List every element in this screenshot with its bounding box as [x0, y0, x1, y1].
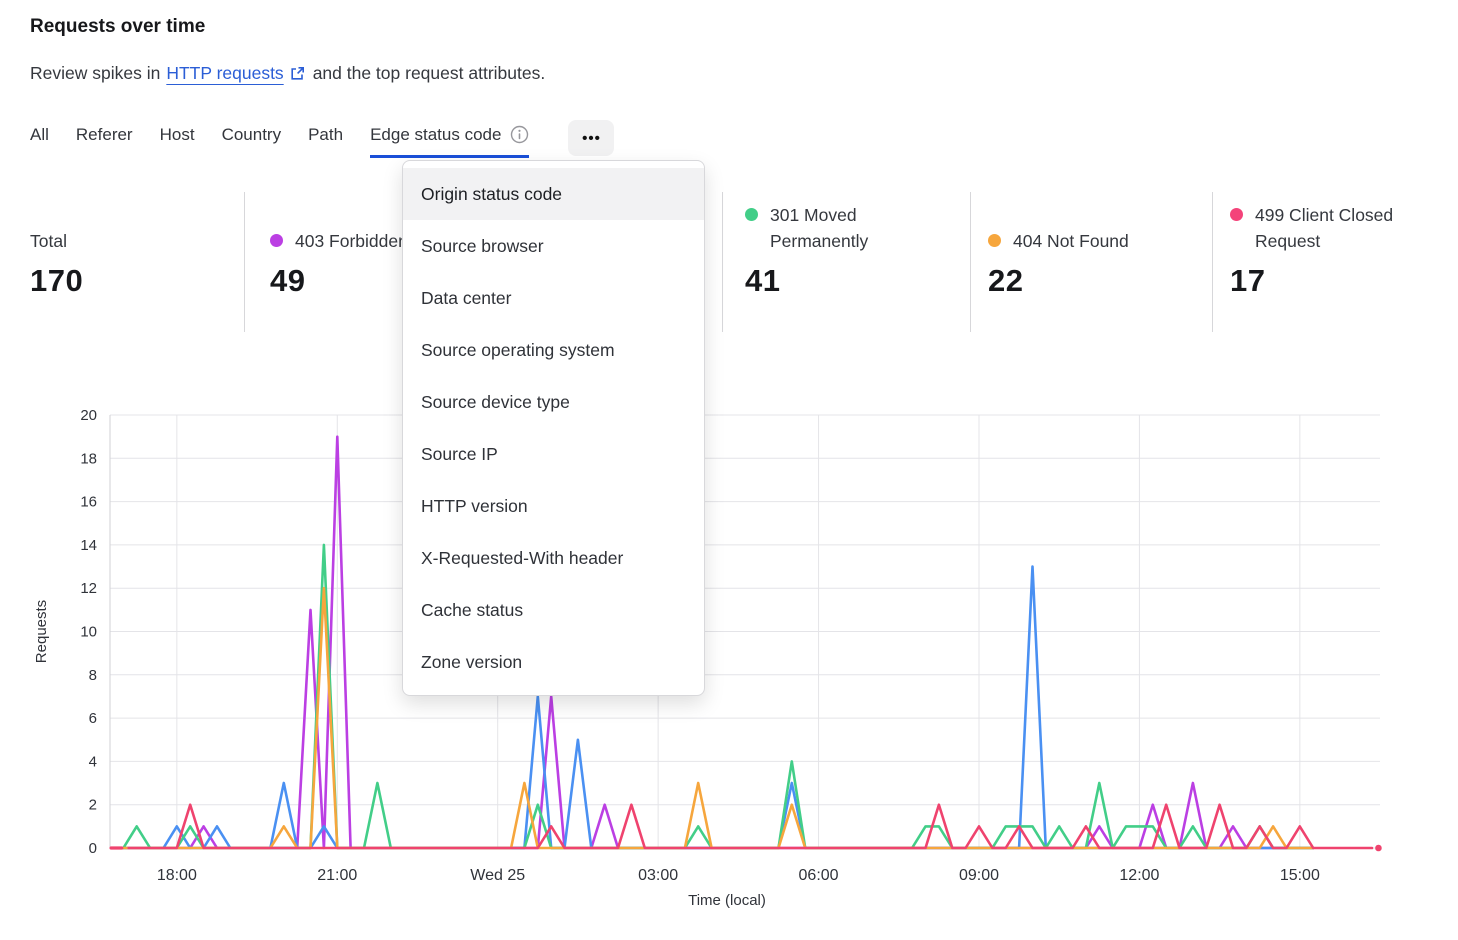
legend-dot-404 [988, 234, 1001, 247]
svg-text:18: 18 [80, 450, 97, 467]
svg-text:2: 2 [89, 797, 97, 814]
stat-divider [722, 192, 723, 332]
stat-301-moved-permanently: 301 Moved Permanently 41 [745, 196, 902, 299]
menu-item-cache-status[interactable]: Cache status [421, 599, 524, 620]
attribute-dropdown-menu: Origin status code Source browser Data c… [402, 160, 705, 696]
svg-text:06:00: 06:00 [799, 867, 839, 884]
page-title: Requests over time [30, 16, 206, 37]
svg-text:Requests: Requests [33, 600, 50, 663]
info-icon[interactable] [510, 125, 529, 144]
stat-403-value: 49 [270, 263, 306, 298]
stat-403-forbidden: 403 Forbidden 49 [270, 196, 408, 299]
stat-divider [1212, 192, 1213, 332]
stat-divider [970, 192, 971, 332]
stat-total-value: 170 [30, 263, 84, 298]
svg-text:16: 16 [80, 494, 97, 511]
subtitle-prefix: Review spikes in [30, 63, 161, 83]
tab-edge-status-code[interactable]: Edge status code [370, 125, 530, 158]
tab-path[interactable]: Path [308, 124, 344, 144]
menu-item-http-version[interactable]: HTTP version [421, 495, 528, 516]
tab-all[interactable]: All [30, 124, 49, 144]
legend-dot-499 [1230, 208, 1243, 221]
svg-text:21:00: 21:00 [317, 867, 357, 884]
svg-text:Wed 25: Wed 25 [470, 867, 525, 884]
svg-text:14: 14 [80, 537, 97, 554]
svg-text:Time (local): Time (local) [688, 892, 766, 909]
svg-text:18:00: 18:00 [157, 867, 197, 884]
legend-dot-301 [745, 208, 758, 221]
attribute-tabs: All Referer Host Country Path Edge statu… [30, 120, 615, 162]
svg-text:12: 12 [80, 580, 97, 597]
svg-text:4: 4 [89, 753, 97, 770]
tab-referer[interactable]: Referer [75, 124, 133, 144]
stat-301-label: 301 Moved Permanently [770, 205, 869, 251]
http-requests-link[interactable]: HTTP requests [166, 63, 284, 83]
stat-404-label: 404 Not Found [1013, 231, 1129, 251]
ellipsis-icon: ••• [582, 129, 601, 147]
stat-divider [244, 192, 245, 332]
svg-text:15:00: 15:00 [1280, 867, 1320, 884]
menu-item-x-requested-with-header[interactable]: X-Requested-With header [421, 547, 624, 568]
menu-item-source-browser[interactable]: Source browser [421, 235, 544, 256]
stat-404-not-found: 404 Not Found 22 [988, 196, 1129, 299]
svg-text:09:00: 09:00 [959, 867, 999, 884]
svg-text:8: 8 [89, 667, 97, 684]
stat-404-value: 22 [988, 263, 1024, 298]
menu-item-source-operating-system[interactable]: Source operating system [421, 339, 615, 360]
stat-499-value: 17 [1230, 263, 1266, 298]
menu-item-zone-version[interactable]: Zone version [421, 651, 523, 672]
svg-text:6: 6 [89, 710, 97, 727]
stat-499-label: 499 Client Closed Request [1255, 205, 1394, 251]
stat-499-client-closed: 499 Client Closed Request 17 [1230, 196, 1395, 299]
menu-item-origin-status-code[interactable]: Origin status code [403, 168, 704, 220]
svg-text:10: 10 [80, 624, 97, 641]
legend-dot-403 [270, 234, 283, 247]
stat-total: Total 170 [30, 196, 83, 299]
stat-403-label: 403 Forbidden [295, 231, 408, 251]
more-tabs-button[interactable]: ••• [568, 120, 615, 156]
external-link-icon [291, 67, 304, 80]
svg-text:12:00: 12:00 [1119, 867, 1159, 884]
menu-item-source-device-type[interactable]: Source device type [421, 391, 570, 412]
subtitle-suffix: and the top request attributes. [312, 63, 546, 83]
svg-text:20: 20 [80, 407, 97, 424]
tab-country[interactable]: Country [221, 124, 282, 144]
stat-301-value: 41 [745, 263, 781, 298]
svg-text:03:00: 03:00 [638, 867, 678, 884]
menu-item-data-center[interactable]: Data center [421, 287, 512, 308]
menu-item-source-ip[interactable]: Source IP [421, 443, 498, 464]
stat-total-label: Total [30, 231, 67, 251]
subtitle: Review spikes in HTTP requests and the t… [30, 63, 545, 84]
svg-text:0: 0 [89, 840, 97, 857]
tab-host[interactable]: Host [159, 124, 195, 144]
